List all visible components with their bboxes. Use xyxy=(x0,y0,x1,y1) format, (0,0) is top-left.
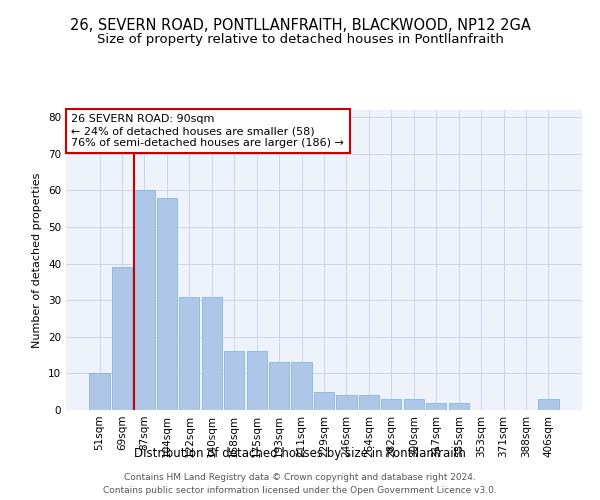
Bar xyxy=(314,392,334,410)
Bar xyxy=(112,268,132,410)
Bar xyxy=(247,352,267,410)
Bar xyxy=(269,362,289,410)
Text: Contains HM Land Registry data © Crown copyright and database right 2024.
Contai: Contains HM Land Registry data © Crown c… xyxy=(103,474,497,495)
Bar xyxy=(202,296,222,410)
Bar xyxy=(426,402,446,410)
Bar xyxy=(224,352,244,410)
Bar xyxy=(134,190,155,410)
Text: 26 SEVERN ROAD: 90sqm
← 24% of detached houses are smaller (58)
76% of semi-deta: 26 SEVERN ROAD: 90sqm ← 24% of detached … xyxy=(71,114,344,148)
Bar xyxy=(292,362,311,410)
Bar xyxy=(359,396,379,410)
Bar xyxy=(404,399,424,410)
Bar xyxy=(381,399,401,410)
Text: Distribution of detached houses by size in Pontllanfraith: Distribution of detached houses by size … xyxy=(134,448,466,460)
Bar xyxy=(538,399,559,410)
Text: 26, SEVERN ROAD, PONTLLANFRAITH, BLACKWOOD, NP12 2GA: 26, SEVERN ROAD, PONTLLANFRAITH, BLACKWO… xyxy=(70,18,530,32)
Bar xyxy=(89,374,110,410)
Y-axis label: Number of detached properties: Number of detached properties xyxy=(32,172,43,348)
Bar xyxy=(179,296,199,410)
Bar xyxy=(449,402,469,410)
Bar xyxy=(157,198,177,410)
Text: Size of property relative to detached houses in Pontllanfraith: Size of property relative to detached ho… xyxy=(97,32,503,46)
Bar xyxy=(337,396,356,410)
